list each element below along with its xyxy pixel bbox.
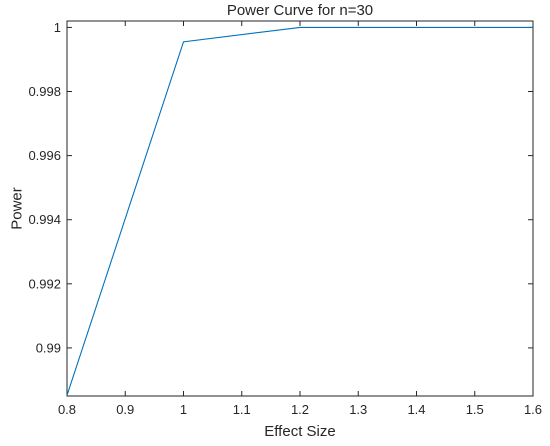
x-tick-label: 1.2	[291, 402, 309, 417]
y-tick-label: 0.99	[36, 340, 61, 355]
x-tick-label: 1.4	[407, 402, 425, 417]
x-tick-label: 1.3	[349, 402, 367, 417]
x-axis-label: Effect Size	[264, 423, 335, 440]
x-tick-label: 1	[180, 402, 187, 417]
chart-title: Power Curve for n=30	[227, 2, 373, 19]
y-axis-label: Power	[8, 187, 25, 230]
y-tick-label: 0.998	[28, 84, 61, 99]
y-tick-label: 0.994	[28, 212, 61, 227]
y-tick-label: 0.992	[28, 276, 61, 291]
x-tick-label: 0.8	[58, 402, 76, 417]
x-tick-label: 1.6	[524, 402, 542, 417]
y-tick-label: 1	[54, 20, 61, 35]
x-tick-label: 1.5	[466, 402, 484, 417]
axes-box	[67, 21, 533, 396]
x-tick-label: 1.1	[233, 402, 251, 417]
plot-area: 0.8 0.9 1 1.1 1.2 1.3 1.4 1.5 1.6 0.99 0.992 0.994 0…	[28, 20, 542, 417]
y-tick-label: 0.996	[28, 148, 61, 163]
x-tick-label: 0.9	[116, 402, 134, 417]
